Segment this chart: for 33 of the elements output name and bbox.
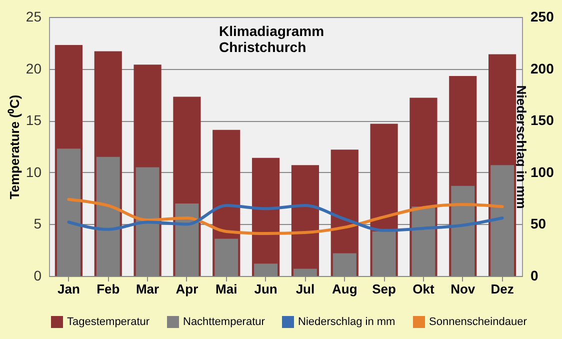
y2-tick-label: 50 xyxy=(530,216,546,232)
x-tick-label: Jun xyxy=(254,282,278,296)
y-tick-label: 25 xyxy=(26,8,42,24)
legend-label: Sonnenscheindauer xyxy=(429,316,528,328)
y-tick-label: 5 xyxy=(34,216,42,232)
y2-tick-label: 100 xyxy=(530,164,554,180)
x-tick-label: Sep xyxy=(372,282,396,296)
line-series xyxy=(67,198,504,236)
x-tick-label: Feb xyxy=(96,282,120,296)
y-tick-label: 20 xyxy=(26,60,42,76)
x-tick-label: Dez xyxy=(490,282,514,296)
y-tick-label: 10 xyxy=(26,164,42,180)
x-tick-label: Jan xyxy=(58,282,80,296)
x-tick-label: Mar xyxy=(136,282,160,296)
x-tick-label: Nov xyxy=(450,282,476,296)
y2-tick-label: 250 xyxy=(530,8,554,24)
y2-tick-label: 200 xyxy=(530,60,554,76)
y2-axis-title: Niederschlag in mm xyxy=(514,85,529,209)
x-tick-label: Mai xyxy=(216,282,238,296)
x-tick-label: Okt xyxy=(412,282,435,296)
x-tick-label: Aug xyxy=(332,282,358,296)
y2-tick-label: 150 xyxy=(530,112,554,128)
y-tick-label: 15 xyxy=(26,112,42,128)
y-tick-label: 0 xyxy=(34,268,42,284)
x-tick-label: Apr xyxy=(176,282,198,296)
y2-tick-label: 0 xyxy=(530,268,538,284)
text: Klimadiagramm Christchurch xyxy=(219,23,324,55)
legend-label: Nachttemperatur xyxy=(183,316,266,328)
x-tick-label: Jul xyxy=(296,282,315,296)
legend-label: Niederschlag in mm xyxy=(298,316,396,328)
line-series xyxy=(67,204,504,232)
legend-label: Tagestemperatur xyxy=(67,316,150,328)
y-axis-title: Temperature (⁰C) xyxy=(6,94,22,200)
